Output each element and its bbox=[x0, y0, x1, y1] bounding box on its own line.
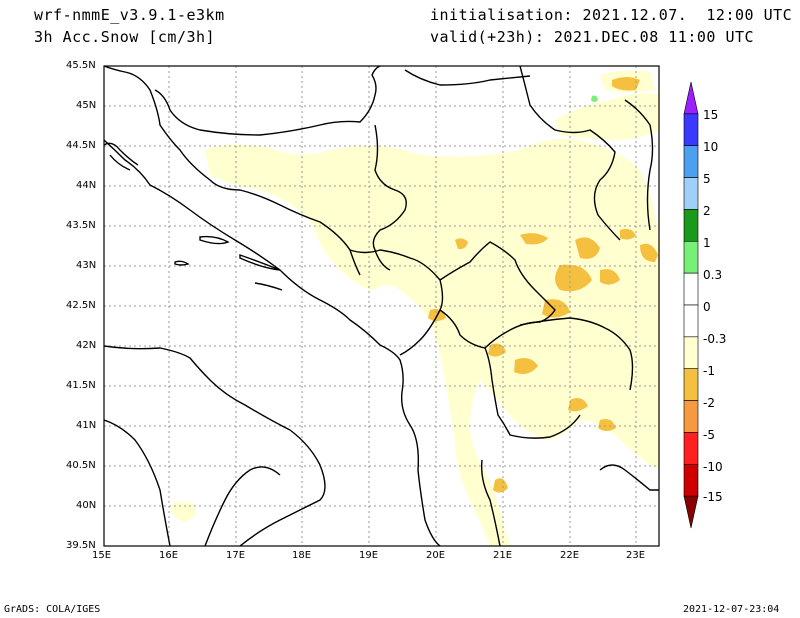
lat-label: 45.5N bbox=[66, 60, 96, 71]
colorbar-label: -5 bbox=[703, 428, 715, 442]
lat-label: 43.5N bbox=[66, 220, 96, 231]
colorbar-label: -15 bbox=[703, 490, 723, 504]
lon-label: 19E bbox=[359, 550, 379, 561]
colorbar-swatch bbox=[683, 463, 699, 497]
valid-time: valid(+23h): 2021.DEC.08 11:00 UTC bbox=[430, 28, 755, 46]
colorbar-swatch bbox=[683, 209, 699, 242]
colorbar-swatch bbox=[683, 272, 699, 306]
lat-label: 45N bbox=[76, 100, 97, 111]
colorbar-label: 1 bbox=[703, 236, 711, 250]
model-title: wrf-nmmE_v3.9.1-e3km bbox=[34, 6, 225, 24]
colorbar-label: -10 bbox=[703, 460, 723, 474]
colorbar-swatch bbox=[683, 495, 699, 529]
lon-label: 16E bbox=[159, 550, 179, 561]
colorbar-swatch bbox=[683, 368, 699, 401]
footer-timestamp: 2021-12-07-23:04 bbox=[683, 604, 780, 615]
colorbar-swatch bbox=[683, 81, 699, 115]
green-patch bbox=[591, 95, 598, 102]
lat-label: 40N bbox=[76, 500, 97, 511]
lon-label: 17E bbox=[226, 550, 246, 561]
lat-label: 43N bbox=[76, 260, 97, 271]
lon-label: 21E bbox=[493, 550, 513, 561]
lat-label: 42.5N bbox=[66, 300, 96, 311]
map-frame bbox=[103, 65, 660, 547]
lat-label: 42N bbox=[76, 340, 97, 351]
lon-label: 22E bbox=[560, 550, 580, 561]
colorbar-label: -0.3 bbox=[703, 332, 727, 346]
lat-label: 44N bbox=[76, 180, 97, 191]
lon-label: 18E bbox=[292, 550, 312, 561]
colorbar bbox=[683, 81, 699, 529]
colorbar-label: 2 bbox=[703, 204, 711, 218]
colorbar-swatch bbox=[683, 432, 699, 465]
lat-label: 44.5N bbox=[66, 140, 96, 151]
lat-label: 40.5N bbox=[66, 460, 96, 471]
colorbar-swatch bbox=[683, 113, 699, 147]
lon-label: 20E bbox=[426, 550, 446, 561]
colorbar-label: 0 bbox=[703, 300, 711, 314]
lon-label: 15E bbox=[92, 550, 112, 561]
lon-label: 23E bbox=[626, 550, 646, 561]
colorbar-swatch bbox=[683, 145, 699, 178]
colorbar-label: -2 bbox=[703, 396, 715, 410]
coastlines-borders bbox=[104, 66, 659, 546]
colorbar-swatch bbox=[683, 240, 699, 274]
lat-label: 39.5N bbox=[66, 540, 96, 551]
colorbar-swatch bbox=[683, 304, 699, 338]
colorbar-label: 15 bbox=[703, 108, 719, 122]
colorbar-label: 0.3 bbox=[703, 268, 723, 282]
snow-field bbox=[170, 70, 659, 546]
colorbar-label: 10 bbox=[703, 140, 719, 154]
footer-credit: GrADS: COLA/IGES bbox=[4, 604, 101, 615]
colorbar-swatch bbox=[683, 336, 699, 370]
lat-label: 41N bbox=[76, 420, 97, 431]
colorbar-swatch bbox=[683, 400, 699, 433]
init-time: initialisation: 2021.12.07. 12:00 UTC bbox=[430, 6, 793, 24]
colorbar-label: -1 bbox=[703, 364, 715, 378]
colorbar-swatch bbox=[683, 177, 699, 210]
variable-title: 3h Acc.Snow [cm/3h] bbox=[34, 28, 216, 46]
graticule bbox=[104, 66, 659, 546]
lat-label: 41.5N bbox=[66, 380, 96, 391]
colorbar-label: 5 bbox=[703, 172, 711, 186]
